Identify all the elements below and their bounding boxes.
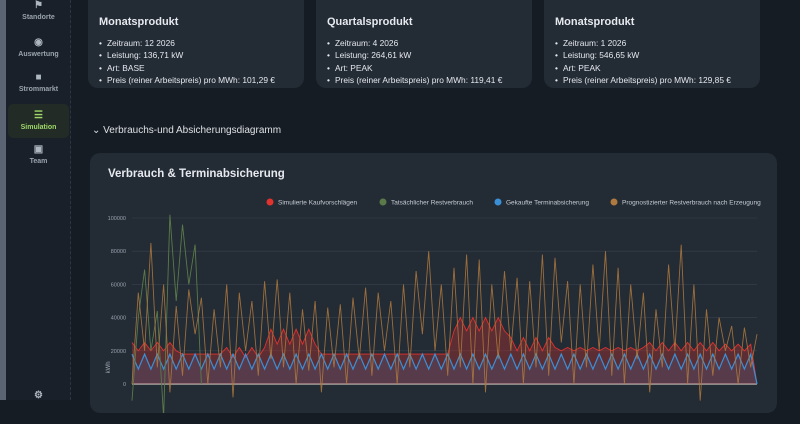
card-title: Monatsprodukt xyxy=(555,16,635,28)
legend-item[interactable]: Prognostizierter Restverbrauch nach Erze… xyxy=(622,200,761,207)
product-card: Quartalsprodukt Zeitraum: 4 2026Leistung… xyxy=(316,0,532,88)
legend-item[interactable]: Tatsächlicher Restverbrauch xyxy=(391,200,473,207)
series-line xyxy=(131,214,202,413)
legend-marker xyxy=(266,198,274,206)
y-axis-label: kWh xyxy=(106,361,112,373)
card-title: Monatsprodukt xyxy=(99,16,179,28)
sidebar-item-standorte[interactable]: ⚑ Standorte xyxy=(22,0,55,21)
sidebar-item-strommarkt[interactable]: ■ Strommarkt xyxy=(18,72,59,93)
legend-item[interactable]: Gekaufte Terminabsicherung xyxy=(506,200,589,207)
section-toggle[interactable]: ⌄ Verbrauchs-und Absicherungsdiagramm xyxy=(92,125,282,136)
y-tick-label: 20000 xyxy=(111,349,126,355)
legend-marker xyxy=(379,198,387,206)
chart-card: Verbrauch & Terminabsicherung 0 20000 4000… xyxy=(90,153,777,413)
chart-title: Verbrauch & Terminabsicherung xyxy=(108,168,285,180)
settings-icon[interactable]: ⚙ xyxy=(34,390,43,401)
sidebar: ⚑ Standorte ◉ Auswertung ■ Strommarkt ☰ Simu… xyxy=(6,0,71,401)
card-title: Quartalsprodukt xyxy=(327,16,413,28)
chevron-down-icon: ⌄ xyxy=(92,125,101,136)
legend-marker xyxy=(610,198,618,206)
legend-marker xyxy=(494,198,502,206)
series-area xyxy=(132,354,757,384)
product-card: Monatsprodukt Zeitraum: 12 2026Leistung:… xyxy=(88,0,304,88)
window-edge xyxy=(0,0,6,400)
product-card: Monatsprodukt Zeitraum: 1 2026Leistung: … xyxy=(544,0,760,88)
series-line xyxy=(131,242,758,401)
bars-icon: ☰ xyxy=(34,110,43,121)
y-tick-label: 100000 xyxy=(108,216,126,222)
y-tick-label: 0 xyxy=(123,382,126,388)
series-line xyxy=(131,352,758,385)
y-tick-label: 60000 xyxy=(111,282,126,288)
briefcase-icon: ■ xyxy=(35,72,42,83)
series-area xyxy=(132,317,757,384)
flag-icon: ⚑ xyxy=(34,0,43,11)
scrollbar[interactable] xyxy=(792,0,800,400)
gauge-icon: ◉ xyxy=(34,37,43,48)
sidebar-item-auswertung[interactable]: ◉ Auswertung xyxy=(18,37,59,58)
y-tick-label: 80000 xyxy=(111,249,126,255)
sidebar-item-team[interactable]: ▣ Team xyxy=(29,144,48,165)
user-icon: ▣ xyxy=(33,144,44,155)
y-tick-label: 40000 xyxy=(111,316,126,322)
sidebar-item-simulation[interactable]: ☰ Simulation xyxy=(8,104,69,138)
legend-item[interactable]: Simulierte Kaufvorschlägen xyxy=(278,200,358,207)
chart: 0 20000 40000 60000 80000 100000 kWh Simulierte… xyxy=(106,198,761,413)
